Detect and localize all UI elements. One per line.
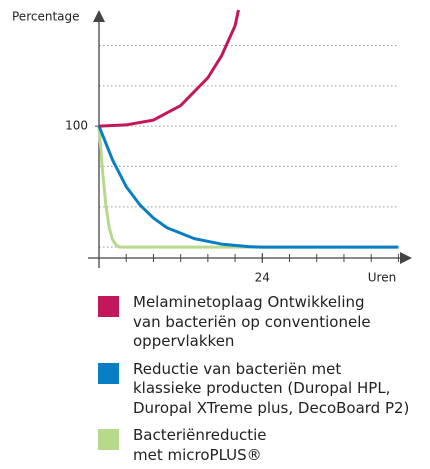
line: [97, 125, 399, 249]
legend: Melaminetoplaag Ontwikkeling van bacteri…: [98, 293, 409, 469]
legend-item: Reductie van bacteriën met klassieke pro…: [98, 360, 409, 419]
line: [97, 126, 399, 249]
line: [98, 9, 240, 128]
y-tick-label: 100: [65, 119, 88, 133]
chart: Percentage Uren 100 24: [12, 9, 412, 285]
y-axis-label: Percentage: [12, 10, 80, 24]
x-tick-label: 24: [255, 271, 270, 285]
legend-swatch: [98, 296, 119, 317]
legend-item: Melaminetoplaag Ontwikkeling van bacteri…: [98, 293, 409, 352]
x-axis-arrow: [400, 252, 412, 264]
legend-swatch: [98, 362, 119, 384]
x-axis-label: Uren: [368, 271, 396, 285]
legend-label: Melaminetoplaag Ontwikkeling van bacteri…: [133, 293, 371, 350]
legend-label: Reductie van bacteriën met klassieke pro…: [133, 359, 410, 417]
y-axis-arrow: [93, 10, 105, 22]
legend-item: Bacteriënreductie met microPLUS®: [98, 426, 409, 465]
legend-label: Bacteriënreductie met microPLUS®: [133, 426, 267, 464]
legend-swatch: [98, 429, 119, 450]
